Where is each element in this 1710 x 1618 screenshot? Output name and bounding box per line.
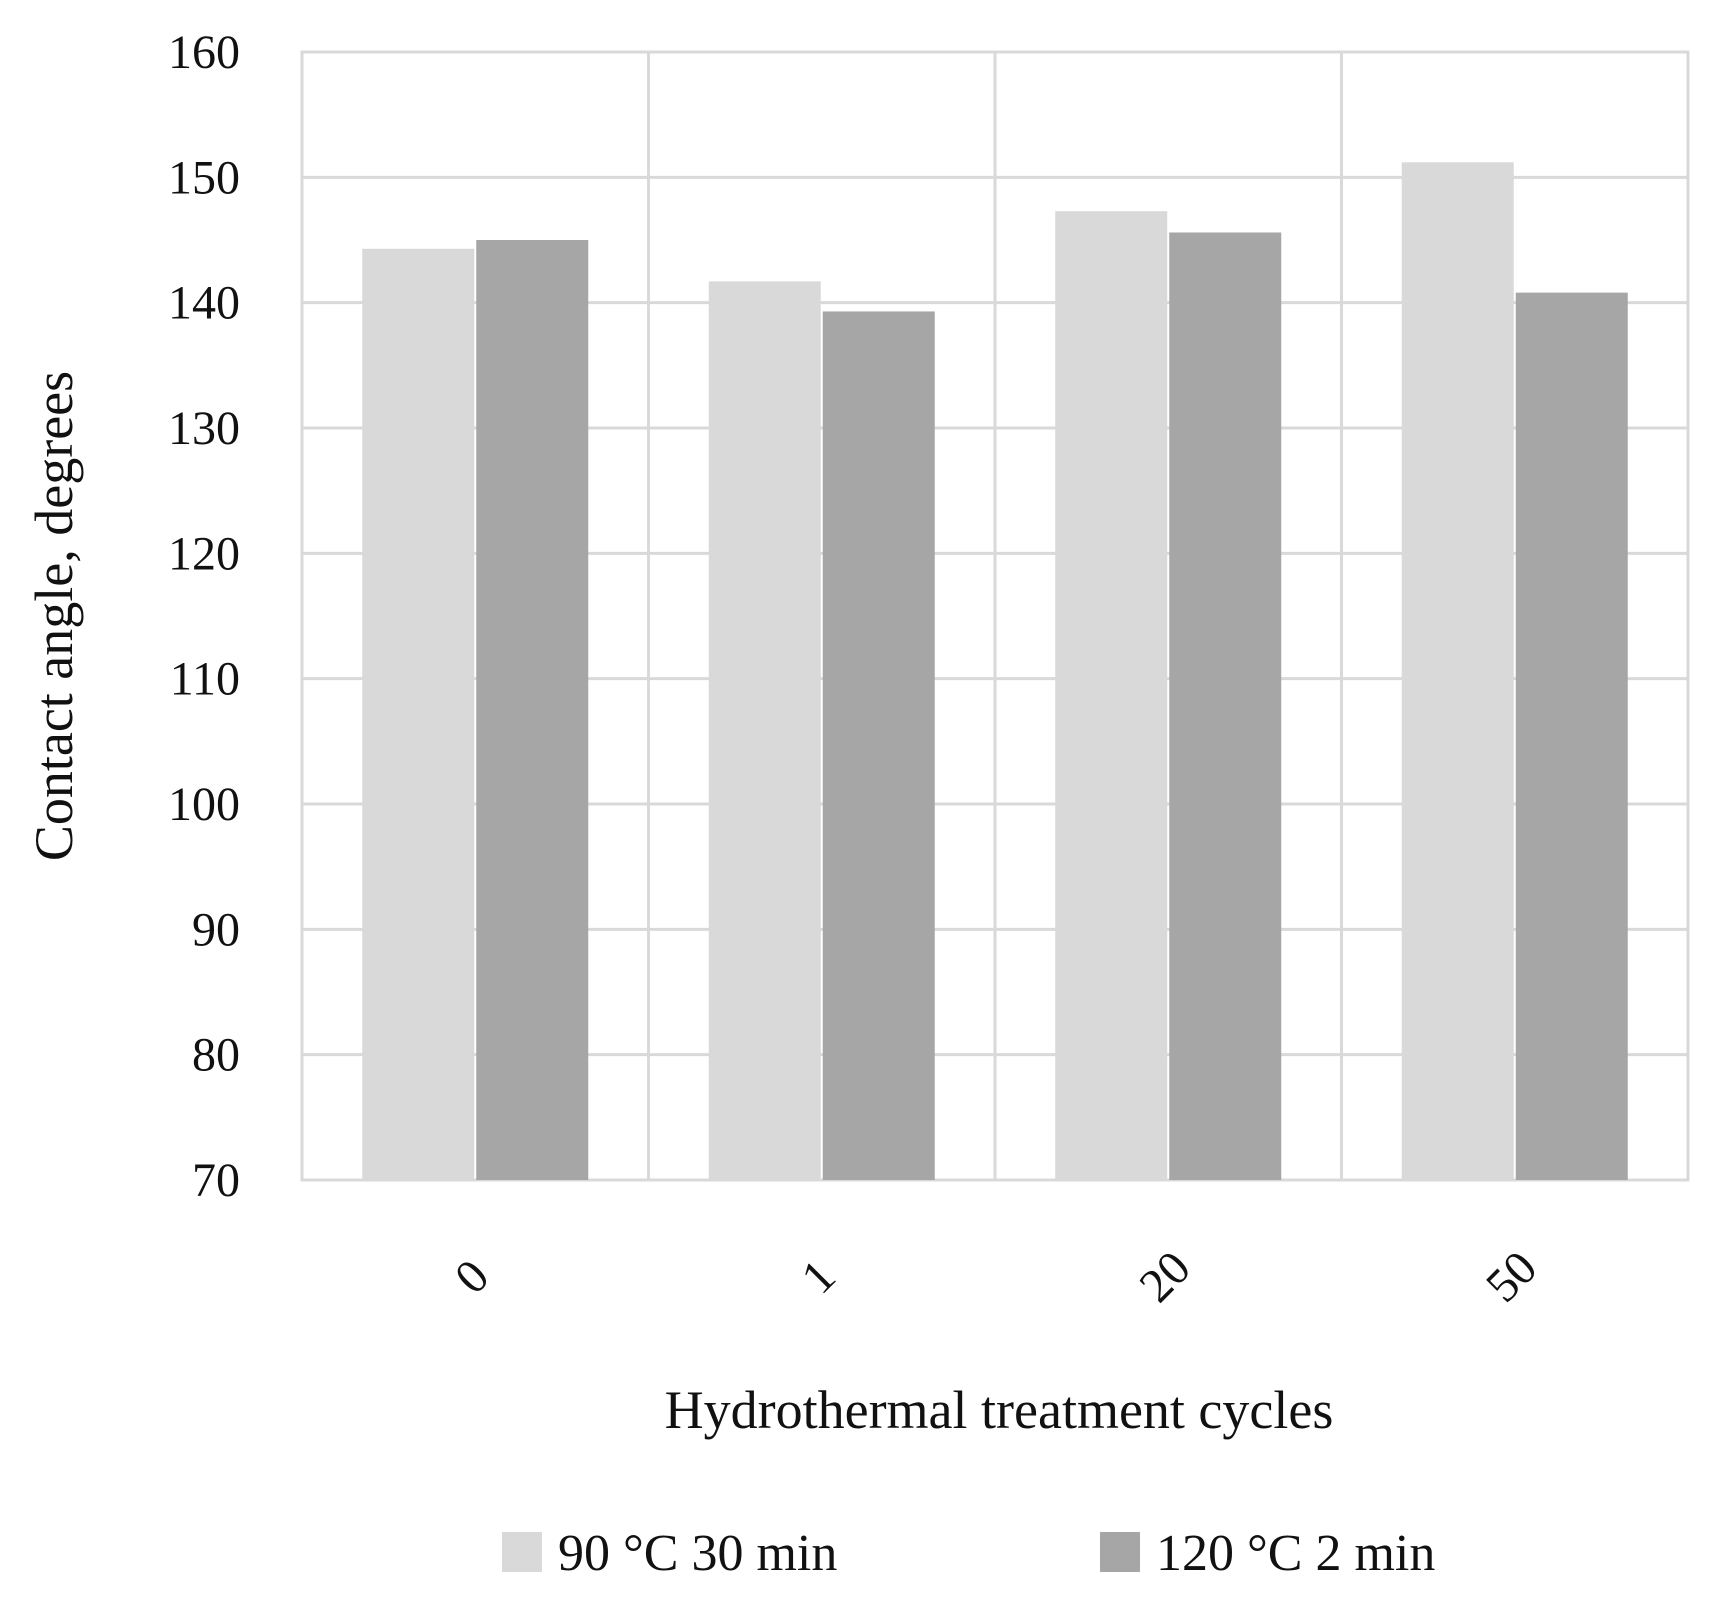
y-tick-label: 110 <box>170 653 240 706</box>
y-tick-label: 140 <box>168 277 240 330</box>
y-tick-label: 160 <box>168 26 240 79</box>
y-tick-label: 150 <box>168 151 240 204</box>
y-axis-ticks: 70 80 90 100 110 120 130 140 150 160 <box>168 26 240 1207</box>
bar <box>1055 211 1168 1180</box>
bar <box>1515 292 1628 1180</box>
legend-label: 90 °C 30 min <box>558 1525 837 1582</box>
x-tick-label: 20 <box>1129 1241 1200 1312</box>
bar <box>476 240 589 1180</box>
legend-label: 120 °C 2 min <box>1156 1525 1435 1582</box>
y-tick-label: 80 <box>192 1029 240 1082</box>
y-tick-label: 100 <box>168 778 240 831</box>
bar <box>708 281 821 1180</box>
bar <box>1401 162 1514 1180</box>
x-axis-title: Hydrothermal treatment cycles <box>665 1380 1334 1440</box>
x-tick-label: 1 <box>791 1250 845 1304</box>
x-axis-ticks: 0 1 20 50 <box>445 1241 1547 1312</box>
y-tick-label: 70 <box>192 1154 240 1207</box>
bar <box>1169 232 1282 1181</box>
x-tick-label: 50 <box>1476 1241 1547 1312</box>
y-axis-title: Contact angle, degrees <box>24 371 84 861</box>
legend: 90 °C 30 min 120 °C 2 min <box>502 1525 1435 1582</box>
x-tick-label: 0 <box>445 1250 499 1304</box>
legend-swatch <box>502 1532 542 1572</box>
bars <box>362 162 1628 1181</box>
legend-swatch <box>1100 1532 1140 1572</box>
y-tick-label: 120 <box>168 527 240 580</box>
y-tick-label: 90 <box>192 903 240 956</box>
bar <box>822 311 935 1180</box>
y-tick-label: 130 <box>168 402 240 455</box>
bar <box>362 248 475 1181</box>
